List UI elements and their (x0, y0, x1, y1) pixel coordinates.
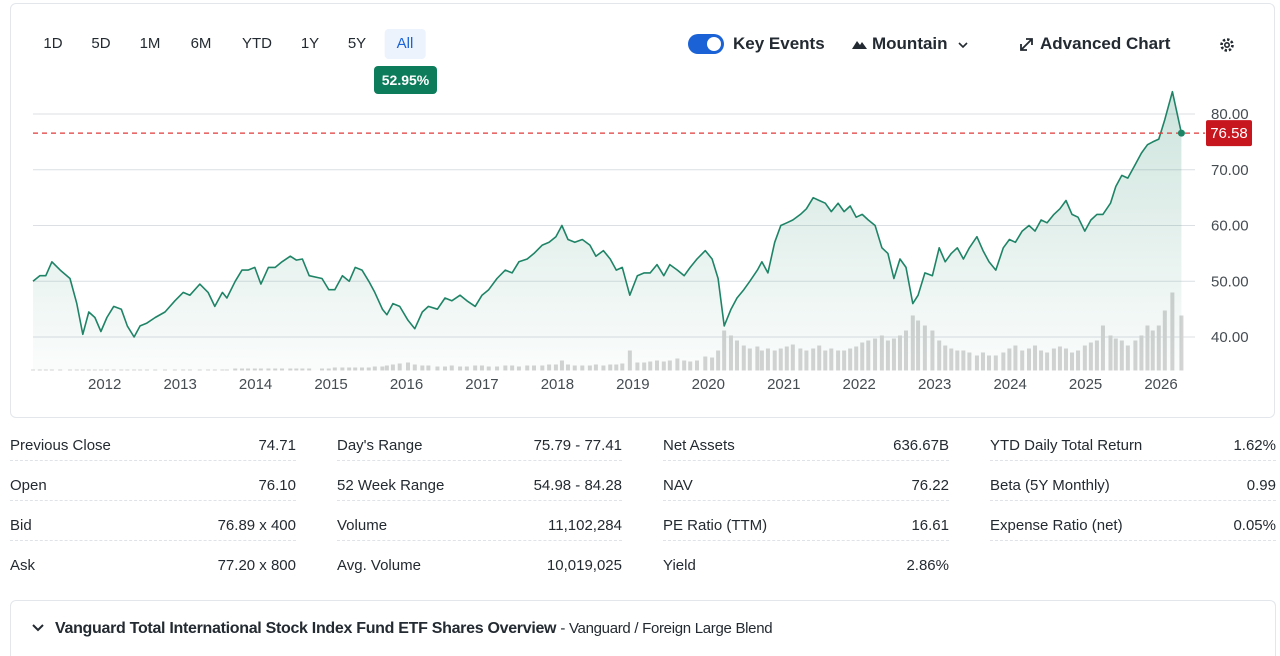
row-divider (663, 500, 949, 501)
stat-value: 1.62% (1233, 437, 1276, 454)
advanced-chart-label[interactable]: Advanced Chart (1040, 34, 1171, 53)
row-divider (990, 460, 1276, 461)
y-tick-label: 50.00 (1211, 273, 1249, 290)
range-change-badge: 52.95% (374, 66, 437, 94)
range-tab[interactable]: 1M (139, 35, 161, 52)
stat-value: 10,019,025 (546, 557, 622, 574)
price-line (32, 90, 1183, 338)
x-tick-label: 2018 (541, 376, 574, 393)
stat-value: 76.22 (911, 477, 949, 494)
x-tick-label: 2025 (1069, 376, 1102, 393)
stat-value: 74.71 (258, 437, 296, 454)
y-tick-label: 40.00 (1211, 329, 1249, 346)
stat-value: 0.99 (1246, 477, 1276, 494)
chart-style-label[interactable]: Mountain (872, 34, 948, 53)
stat-value: 11,102,284 (548, 517, 622, 534)
x-tick-label: 2023 (918, 376, 951, 393)
range-tab[interactable]: 1Y (300, 35, 320, 52)
last-price-label: 76.58 (1210, 125, 1248, 142)
stat-value: 75.79 - 77.41 (533, 437, 622, 454)
x-tick-label: 2021 (767, 376, 800, 393)
chart-panel (10, 3, 1275, 418)
x-tick-label: 2022 (843, 376, 876, 393)
stat-value: 76.89 x 400 (217, 517, 296, 534)
stat-label: PE Ratio (TTM) (663, 517, 768, 534)
row-divider (663, 460, 949, 461)
toggle-knob (707, 37, 721, 51)
row-divider (10, 500, 296, 501)
stat-value: 0.05% (1233, 517, 1276, 534)
stat-value: 77.20 x 800 (217, 557, 296, 574)
x-tick-label: 2012 (88, 376, 121, 393)
x-tick-label: 2026 (1144, 376, 1177, 393)
stat-label: YTD Daily Total Return (990, 437, 1143, 454)
x-tick-label: 2013 (163, 376, 196, 393)
row-divider (10, 460, 296, 461)
stat-label: Open (10, 477, 47, 494)
mountain-icon (852, 41, 867, 49)
volume-bar (1179, 315, 1184, 371)
stat-value: 76.10 (258, 477, 296, 494)
last-price-dot (1177, 129, 1185, 137)
y-tick-label: 60.00 (1211, 218, 1249, 235)
row-divider (663, 540, 949, 541)
stat-value: 2.86% (906, 557, 949, 574)
stat-label: Previous Close (10, 437, 111, 454)
range-tab[interactable]: YTD (242, 35, 272, 52)
key-events-toggle[interactable] (688, 34, 724, 54)
range-tab[interactable]: 5D (91, 35, 111, 52)
x-tick-label: 2015 (314, 376, 347, 393)
stat-label: 52 Week Range (337, 477, 445, 494)
stat-label: Beta (5Y Monthly) (990, 477, 1110, 494)
x-tick-label: 2017 (465, 376, 498, 393)
x-tick-label: 2020 (692, 376, 725, 393)
stat-label: Volume (337, 517, 388, 534)
overview-heading: Vanguard Total International Stock Index… (55, 620, 773, 638)
stat-label: Yield (663, 557, 696, 574)
row-divider (10, 540, 296, 541)
overview-subtitle: - Vanguard / Foreign Large Blend (560, 620, 773, 637)
stat-label: Ask (10, 557, 36, 574)
stat-label: Avg. Volume (337, 557, 421, 574)
stat-label: Bid (10, 517, 32, 534)
stat-label: Net Assets (663, 437, 735, 454)
chevron-down (32, 624, 44, 632)
stat-label: NAV (663, 477, 693, 494)
row-divider (990, 500, 1276, 501)
x-tick-label: 2024 (993, 376, 1026, 393)
key-events-label[interactable]: Key Events (733, 34, 825, 53)
row-divider (990, 540, 1276, 541)
chevron-down (958, 42, 968, 49)
price-chart: 40.00 50.00 60.00 70.00 80.00 2012 2013 2014 201… (31, 90, 1252, 393)
stat-label: Expense Ratio (net) (990, 517, 1123, 534)
stat-value: 16.61 (911, 517, 949, 534)
last-price-box (1206, 120, 1252, 147)
range-tab[interactable]: 1D (43, 35, 63, 52)
range-tab[interactable]: 6M (190, 35, 212, 52)
y-tick-label: 80.00 (1211, 106, 1249, 123)
row-divider (337, 500, 622, 501)
x-tick-label: 2019 (616, 376, 649, 393)
stat-value: 54.98 - 84.28 (533, 477, 622, 494)
overview-title: Vanguard Total International Stock Index… (55, 620, 557, 637)
overview-bar[interactable]: Vanguard Total International Stock Index… (10, 600, 1276, 656)
x-tick-label: 2016 (390, 376, 423, 393)
row-divider (337, 540, 622, 541)
stat-value: 636.67B (893, 437, 949, 454)
y-tick-label: 70.00 (1211, 162, 1249, 179)
x-tick-label: 2014 (239, 376, 272, 393)
settings-icon[interactable] (1218, 36, 1236, 54)
stat-label: Day's Range (337, 437, 423, 454)
row-divider (337, 460, 622, 461)
range-tab[interactable]: 5Y (347, 35, 367, 52)
range-tab[interactable]: All (384, 29, 426, 59)
expand-icon (1020, 38, 1033, 51)
area-fill (33, 91, 1182, 371)
